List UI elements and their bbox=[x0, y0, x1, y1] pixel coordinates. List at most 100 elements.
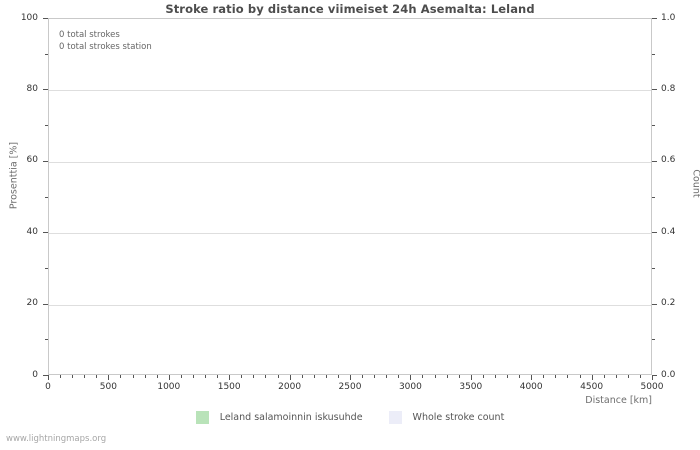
y-axis-minor-tick bbox=[45, 125, 48, 126]
x-axis-major-tick bbox=[471, 375, 472, 380]
x-axis-tick-label: 5000 bbox=[640, 382, 664, 392]
x-axis-tick-label: 1000 bbox=[157, 382, 181, 392]
x-axis-tick-label: 0 bbox=[45, 382, 51, 392]
x-axis-minor-tick bbox=[120, 375, 121, 378]
x-axis-tick-label: 4500 bbox=[580, 382, 604, 392]
x-axis-minor-tick bbox=[84, 375, 85, 378]
x-axis-major-tick bbox=[410, 375, 411, 380]
x-axis-minor-tick bbox=[640, 375, 641, 378]
x-axis-minor-tick bbox=[338, 375, 339, 378]
x-axis-minor-tick bbox=[265, 375, 266, 378]
x-axis-major-tick bbox=[652, 375, 653, 380]
x-axis-minor-tick bbox=[205, 375, 206, 378]
x-axis-major-tick bbox=[229, 375, 230, 380]
x-axis-minor-tick bbox=[302, 375, 303, 378]
x-axis-tick-label: 2500 bbox=[338, 382, 362, 392]
x-axis-minor-tick bbox=[217, 375, 218, 378]
y-axis-left-title: Prosenttia [%] bbox=[8, 141, 20, 210]
y-axis-major-tick bbox=[43, 304, 48, 305]
y2-axis-tick-label: 0.6 bbox=[661, 155, 676, 166]
y2-axis-minor-tick bbox=[652, 339, 655, 340]
annotation-total-strokes-station: 0 total strokes station bbox=[59, 41, 152, 52]
x-axis-tick-label: 4000 bbox=[519, 382, 543, 392]
gridline bbox=[49, 90, 651, 92]
gridline bbox=[49, 161, 651, 163]
legend-color-swatch bbox=[195, 411, 209, 424]
x-axis-minor-tick bbox=[314, 375, 315, 378]
x-axis-minor-tick bbox=[181, 375, 182, 378]
y-axis-tick-label: 80 bbox=[26, 83, 38, 94]
x-axis-title: Distance [km] bbox=[585, 395, 652, 406]
x-axis-major-tick bbox=[169, 375, 170, 380]
plot-area: 0 total strokes 0 total strokes station bbox=[48, 18, 652, 375]
x-axis-minor-tick bbox=[543, 375, 544, 378]
y2-axis-minor-tick bbox=[652, 197, 655, 198]
y-axis-minor-tick bbox=[45, 197, 48, 198]
y2-axis-tick-label: 0.2 bbox=[661, 298, 676, 309]
x-axis-minor-tick bbox=[422, 375, 423, 378]
legend-item[interactable]: Whole stroke count bbox=[388, 411, 505, 424]
x-axis-minor-tick bbox=[60, 375, 61, 378]
legend-color-swatch bbox=[388, 411, 402, 424]
legend-item-label: Whole stroke count bbox=[412, 412, 505, 423]
gridline bbox=[49, 233, 651, 235]
x-axis-minor-tick bbox=[96, 375, 97, 378]
y-axis-major-tick bbox=[43, 161, 48, 162]
y2-axis-tick-label: 1.0 bbox=[661, 12, 676, 23]
x-axis-minor-tick bbox=[580, 375, 581, 378]
x-axis-minor-tick bbox=[374, 375, 375, 378]
y-axis-minor-tick bbox=[45, 54, 48, 55]
y-axis-major-tick bbox=[43, 232, 48, 233]
x-axis-minor-tick bbox=[326, 375, 327, 378]
y2-axis-major-tick bbox=[652, 18, 657, 19]
y-axis-right-title: Count bbox=[690, 169, 700, 198]
x-axis-major-tick bbox=[592, 375, 593, 380]
x-axis-minor-tick bbox=[72, 375, 73, 378]
x-axis-minor-tick bbox=[253, 375, 254, 378]
x-axis-minor-tick bbox=[386, 375, 387, 378]
x-axis-minor-tick bbox=[567, 375, 568, 378]
y2-axis-tick-label: 0.4 bbox=[661, 226, 676, 237]
x-axis-minor-tick bbox=[507, 375, 508, 378]
y-axis-major-tick bbox=[43, 18, 48, 19]
y2-axis-minor-tick bbox=[652, 268, 655, 269]
x-axis-major-tick bbox=[108, 375, 109, 380]
x-axis-minor-tick bbox=[628, 375, 629, 378]
y-axis-tick-label: 20 bbox=[26, 298, 38, 309]
x-axis-major-tick bbox=[48, 375, 49, 380]
y2-axis-major-tick bbox=[652, 304, 657, 305]
gridlines bbox=[49, 19, 651, 374]
x-axis-major-tick bbox=[290, 375, 291, 380]
y2-axis-minor-tick bbox=[652, 54, 655, 55]
x-axis-minor-tick bbox=[519, 375, 520, 378]
y-axis-major-tick bbox=[43, 375, 48, 376]
y-axis-minor-tick bbox=[45, 339, 48, 340]
gridline bbox=[49, 304, 651, 306]
y2-axis-major-tick bbox=[652, 89, 657, 90]
x-axis-minor-tick bbox=[398, 375, 399, 378]
y2-axis-tick-label: 0.0 bbox=[661, 369, 676, 380]
x-axis-tick-label: 500 bbox=[99, 382, 117, 392]
legend-item-label: Leland salamoinnin iskusuhde bbox=[219, 412, 363, 423]
x-axis-major-tick bbox=[531, 375, 532, 380]
legend-item[interactable]: Leland salamoinnin iskusuhde bbox=[195, 411, 363, 424]
y2-axis-major-tick bbox=[652, 161, 657, 162]
y-axis-tick-label: 60 bbox=[26, 155, 38, 166]
x-axis-minor-tick bbox=[241, 375, 242, 378]
watermark: www.lightningmaps.org bbox=[6, 434, 107, 444]
y-axis-tick-label: 100 bbox=[20, 12, 38, 23]
x-axis-minor-tick bbox=[145, 375, 146, 378]
x-axis-minor-tick bbox=[604, 375, 605, 378]
x-axis-minor-tick bbox=[193, 375, 194, 378]
x-axis-minor-tick bbox=[555, 375, 556, 378]
x-axis-tick-label: 1500 bbox=[217, 382, 241, 392]
y-axis-tick-label: 40 bbox=[26, 226, 38, 237]
y2-axis-major-tick bbox=[652, 375, 657, 376]
x-axis-minor-tick bbox=[435, 375, 436, 378]
plot-annotations: 0 total strokes 0 total strokes station bbox=[59, 30, 152, 53]
y-axis-tick-label: 0 bbox=[32, 369, 38, 380]
x-axis-minor-tick bbox=[133, 375, 134, 378]
chart-legend: Leland salamoinnin iskusuhde Whole stroke… bbox=[0, 411, 700, 424]
x-axis-tick-label: 3500 bbox=[459, 382, 483, 392]
x-axis-minor-tick bbox=[459, 375, 460, 378]
